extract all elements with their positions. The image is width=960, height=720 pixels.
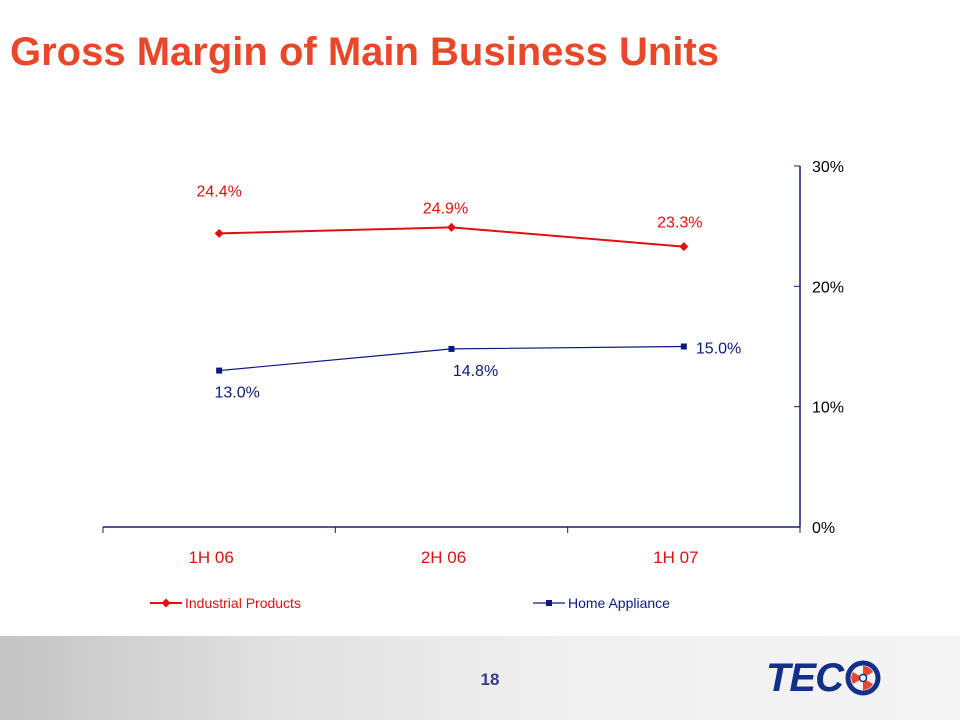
legend-label: Home Appliance — [568, 595, 670, 611]
data-label: 15.0% — [696, 341, 741, 358]
industrial-point — [214, 228, 224, 238]
gross-margin-chart: 0% 10% 20% 30% 1H 06 2H 06 1H 07 24.4% 24.9% 23.3… — [102, 159, 844, 611]
data-label: 24.9% — [423, 200, 468, 217]
logo-text: TEC — [766, 656, 844, 700]
slide-title: Gross Margin of Main Business Units — [10, 30, 720, 74]
data-label: 23.3% — [657, 215, 702, 232]
y-tick-label: 10% — [812, 400, 844, 417]
y-tick-label: 20% — [812, 279, 844, 296]
data-label: 14.8% — [453, 363, 498, 380]
home-appliance-point — [216, 367, 223, 374]
page-number: 18 — [480, 670, 500, 689]
industrial-point — [447, 222, 456, 232]
y-tick-label: 0% — [812, 520, 835, 537]
data-label: 24.4% — [196, 183, 241, 200]
legend-marker — [161, 598, 171, 608]
footer-bar — [0, 636, 960, 720]
logo-o-mark-icon — [845, 660, 881, 696]
legend-label: Industrial Products — [185, 595, 301, 611]
teco-logo: TEC — [766, 658, 881, 698]
home-appliance-point — [680, 343, 687, 350]
x-tick-label: 1H 07 — [653, 548, 698, 567]
x-tick-label: 2H 06 — [421, 548, 466, 567]
x-tick-label: 1H 06 — [188, 548, 233, 567]
home-appliance-point — [448, 345, 455, 352]
industrial-point — [679, 242, 689, 252]
legend-marker — [546, 600, 552, 606]
y-tick-label: 30% — [812, 159, 844, 176]
data-label: 13.0% — [214, 385, 259, 402]
